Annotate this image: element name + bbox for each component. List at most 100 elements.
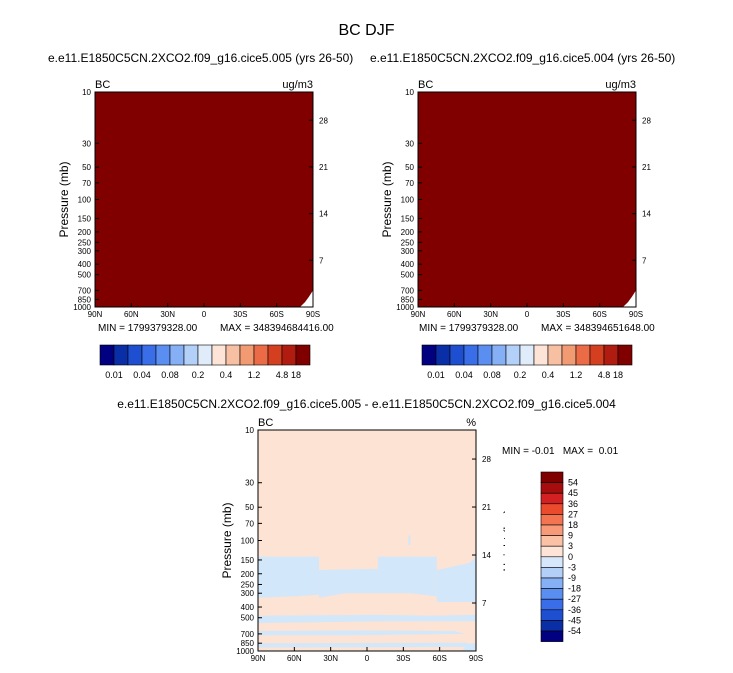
colorbar-swatch <box>603 344 619 366</box>
y-right-tick-label: 28 <box>642 116 651 125</box>
colorbar-label: -3 <box>568 562 576 572</box>
colorbar-swatch <box>435 344 451 366</box>
y-right-tick-label: 14 <box>319 210 328 219</box>
colorbar-label: 1.2 <box>248 370 261 380</box>
y-axis-right-title: Height (km) <box>501 509 505 571</box>
x-tick-label: 0 <box>202 310 207 319</box>
y-tick-label: 70 <box>82 179 91 188</box>
colorbar-swatch <box>113 344 129 366</box>
y-axis-title: Pressure (mb) <box>57 161 71 237</box>
corner-label-left: BC <box>418 79 433 91</box>
diff-negative-region <box>462 643 476 651</box>
right-colorbar: 0.01 0.04 0.08 0.2 0.4 1.2 4.8 18 <box>421 344 633 380</box>
x-tick-label: 60N <box>447 310 462 319</box>
colorbar-swatch <box>575 344 591 366</box>
colorbar-swatch <box>540 471 564 483</box>
y-axis-right-title: Height (km) <box>661 168 663 230</box>
y-tick-label: 50 <box>405 163 414 172</box>
colorbar-label: 0.4 <box>542 370 555 380</box>
diff-negative-region <box>319 568 378 598</box>
y-tick-label: 850 <box>78 295 92 304</box>
y-axis-right-title: Height (km) <box>338 168 340 230</box>
colorbar-label: 45 <box>568 488 578 498</box>
colorbar-label: -9 <box>568 573 576 583</box>
colorbar-label: -18 <box>568 584 581 594</box>
diff-negative-region <box>258 556 320 598</box>
corner-label-left: BC <box>95 79 110 91</box>
colorbar-swatch <box>617 344 633 366</box>
colorbar-label: 1.2 <box>570 370 583 380</box>
colorbar-label: 0 <box>568 552 573 562</box>
y-tick-label: 150 <box>401 214 415 223</box>
corner-label-right: ug/m3 <box>605 79 636 91</box>
colorbar-swatch <box>540 503 564 515</box>
diff-negative-region <box>258 630 466 636</box>
y-tick-label: 700 <box>401 286 415 295</box>
x-tick-label: 30S <box>233 310 247 319</box>
y-tick-label: 700 <box>78 286 92 295</box>
y-right-tick-label: 7 <box>482 599 487 608</box>
colorbar-swatch <box>449 344 465 366</box>
colorbar-label: 0.4 <box>220 370 233 380</box>
colorbar-label: 0.2 <box>192 370 205 380</box>
colorbar-swatch <box>155 344 171 366</box>
x-tick-label: 90N <box>251 654 266 663</box>
colorbar-label: 0.08 <box>161 370 179 380</box>
colorbar-swatch <box>197 344 213 366</box>
y-tick-label: 30 <box>82 139 91 148</box>
colorbar-swatch <box>141 344 157 366</box>
y-tick-label: 400 <box>78 260 92 269</box>
y-tick-label: 10 <box>405 88 414 97</box>
x-tick-label: 90N <box>88 310 103 319</box>
colorbar-swatch <box>281 344 297 366</box>
diff-negative-region <box>377 556 437 597</box>
y-tick-label: 300 <box>78 247 92 256</box>
colorbar-swatch <box>540 514 564 526</box>
y-tick-label: 500 <box>241 614 255 623</box>
y-right-tick-label: 21 <box>642 163 651 172</box>
y-tick-label: 500 <box>401 271 415 280</box>
y-tick-label: 1000 <box>236 647 254 656</box>
x-tick-label: 90S <box>306 310 320 319</box>
x-tick-label: 0 <box>525 310 530 319</box>
colorbar-swatch <box>547 344 563 366</box>
y-right-tick-label: 28 <box>482 455 491 464</box>
y-tick-label: 1000 <box>396 303 414 312</box>
y-right-tick-label: 7 <box>642 256 647 265</box>
colorbar-swatch <box>540 492 564 505</box>
colorbar-label: 0.2 <box>514 370 527 380</box>
y-tick-label: 150 <box>241 556 255 565</box>
colorbar-label: 0.08 <box>483 370 501 380</box>
y-right-tick-label: 14 <box>482 551 491 560</box>
diff-field-background <box>258 430 476 651</box>
y-tick-label: 400 <box>401 260 415 269</box>
diff-minmax-label: MIN = -0.01 MAX = 0.01 <box>502 446 619 457</box>
colorbar-swatch <box>463 344 479 366</box>
page-title: BC DJF <box>338 22 395 39</box>
colorbar-swatch <box>519 344 535 366</box>
y-tick-label: 200 <box>241 570 255 579</box>
y-tick-label: 150 <box>78 214 92 223</box>
y-tick-label: 1000 <box>73 303 91 312</box>
colorbar-label: 18 <box>291 370 301 380</box>
y-tick-label: 100 <box>78 196 92 205</box>
y-tick-label: 850 <box>241 639 255 648</box>
y-right-tick-label: 14 <box>642 210 651 219</box>
x-tick-label: 60S <box>270 310 284 319</box>
left-heatmap-chart: BC ug/m3103050701001502002503004005007008… <box>57 79 340 319</box>
colorbar-label: 0.04 <box>133 370 151 380</box>
diff-negative-region <box>436 556 476 602</box>
colorbar-swatch <box>540 482 564 494</box>
colorbar-swatch <box>540 630 564 642</box>
y-tick-label: 50 <box>82 163 91 172</box>
y-axis-title: Pressure (mb) <box>380 161 394 237</box>
colorbar-label: 18 <box>568 520 578 530</box>
x-tick-label: 30N <box>483 310 498 319</box>
y-tick-label: 700 <box>241 630 255 639</box>
x-tick-label: 30N <box>160 310 175 319</box>
diff-panel-subtitle: e.e11.E1850C5CN.2XCO2.f09_g16.cice5.005 … <box>117 397 616 411</box>
colorbar-label: 0.01 <box>105 370 123 380</box>
y-tick-label: 200 <box>401 228 415 237</box>
colorbar-label: -45 <box>568 615 581 625</box>
colorbar-swatch <box>491 344 507 366</box>
